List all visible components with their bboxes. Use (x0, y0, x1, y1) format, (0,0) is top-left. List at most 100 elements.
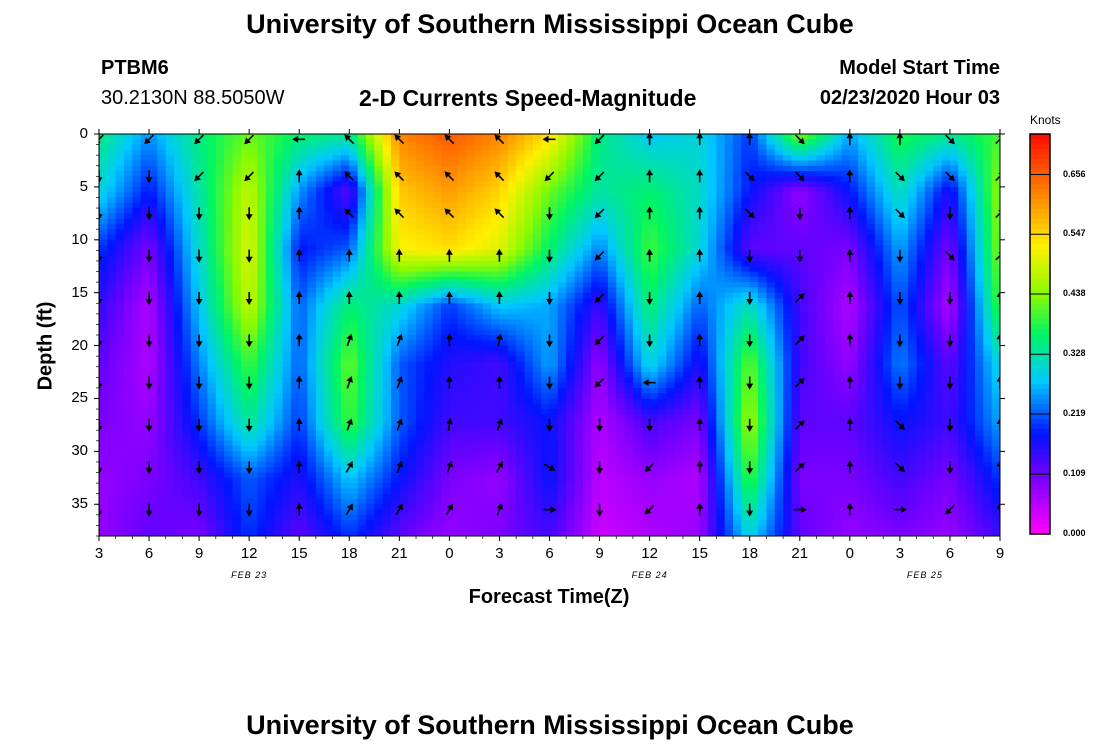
heatmap-cell (232, 260, 242, 267)
heatmap-cell (441, 361, 450, 368)
heatmap-cell (190, 498, 200, 505)
heatmap-cell (499, 213, 509, 220)
heatmap-cell (124, 387, 133, 394)
heatmap-cell (482, 414, 492, 421)
heatmap-cell (332, 340, 342, 347)
heatmap-cell (215, 514, 225, 521)
heatmap-cell (566, 260, 576, 267)
heatmap-cell (399, 498, 409, 505)
heatmap-cell (557, 345, 567, 352)
heatmap-cell (507, 324, 517, 331)
heatmap-cell (232, 292, 242, 299)
heatmap-cell (315, 498, 325, 505)
heatmap-cell (632, 483, 642, 489)
heatmap-cell (566, 419, 576, 426)
heatmap-cell (157, 149, 167, 156)
heatmap-cell (399, 202, 409, 209)
heatmap-cell (432, 186, 442, 193)
heatmap-cell (199, 424, 209, 431)
heatmap-cell (641, 218, 651, 225)
heatmap-cell (424, 192, 434, 199)
heatmap-cell (224, 483, 234, 489)
heatmap-cell (249, 165, 259, 172)
heatmap-cell (340, 186, 350, 193)
heatmap-cell (274, 366, 284, 373)
heatmap-cell (365, 292, 375, 299)
heatmap-cell (149, 287, 158, 294)
heatmap-cell (607, 361, 617, 368)
heatmap-cell (390, 393, 400, 400)
heatmap-cell (516, 223, 526, 230)
heatmap-cell (566, 435, 576, 442)
heatmap-cell (449, 239, 459, 246)
heatmap-cell (616, 520, 626, 527)
heatmap-cell (232, 324, 242, 331)
heatmap-cell (290, 329, 300, 336)
heatmap-cell (441, 493, 450, 500)
heatmap-cell (165, 504, 175, 511)
heatmap-cell (99, 181, 108, 188)
heatmap-cell (441, 356, 450, 363)
heatmap-cell (290, 356, 300, 363)
heatmap-cell (140, 409, 150, 415)
heatmap-cell (374, 361, 384, 368)
heatmap-cell (265, 340, 275, 347)
heatmap-cell (474, 345, 484, 352)
heatmap-cell (257, 451, 267, 458)
heatmap-cell (240, 171, 250, 177)
heatmap-cell (566, 377, 576, 384)
heatmap-cell (390, 181, 400, 188)
heatmap-cell (641, 139, 651, 146)
heatmap-cell (624, 514, 634, 521)
heatmap-cell (140, 440, 150, 447)
heatmap-cell (457, 213, 467, 220)
heatmap-cell (207, 446, 217, 452)
heatmap-cell (257, 520, 267, 527)
heatmap-cell (132, 387, 142, 394)
heatmap-cell (315, 313, 325, 320)
heatmap-cell (340, 181, 350, 188)
heatmap-cell (274, 493, 284, 500)
heatmap-cell (374, 498, 384, 505)
heatmap-cell (582, 356, 592, 363)
heatmap-cell (532, 440, 542, 447)
heatmap-cell (566, 440, 576, 447)
heatmap-cell (240, 451, 250, 458)
heatmap-cell (416, 398, 425, 405)
heatmap-cell (499, 488, 509, 495)
heatmap-cell (374, 308, 384, 315)
heatmap-cell (315, 218, 325, 225)
heatmap-cell (240, 292, 250, 299)
heatmap-cell (574, 250, 584, 257)
heatmap-cell (182, 461, 192, 468)
heatmap-cell (482, 440, 492, 447)
heatmap-cell (607, 287, 617, 294)
heatmap-cell (641, 303, 651, 310)
heatmap-cell (115, 382, 125, 389)
heatmap-cell (365, 382, 375, 389)
heatmap-cell (332, 144, 342, 151)
heatmap-cell (265, 186, 275, 193)
heatmap-cell (599, 440, 609, 447)
heatmap-cell (274, 430, 284, 437)
heatmap-cell (157, 139, 167, 146)
heatmap-cell (457, 493, 467, 500)
heatmap-cell (115, 483, 125, 489)
heatmap-cell (224, 260, 234, 267)
heatmap-cell (474, 313, 484, 320)
heatmap-cell (349, 409, 359, 415)
heatmap-cell (599, 361, 609, 368)
heatmap-cell (365, 403, 375, 410)
heatmap-cell (107, 213, 117, 220)
heatmap-cell (482, 498, 492, 505)
heatmap-cell (157, 245, 167, 251)
heatmap-cell (332, 350, 342, 357)
heatmap-cell (374, 446, 384, 452)
heatmap-cell (399, 319, 409, 326)
heatmap-cell (432, 155, 442, 162)
heatmap-cell (616, 366, 626, 373)
heatmap-cell (182, 525, 192, 532)
heatmap-cell (424, 372, 434, 378)
heatmap-cell (374, 456, 384, 463)
heatmap-cell (124, 176, 133, 183)
